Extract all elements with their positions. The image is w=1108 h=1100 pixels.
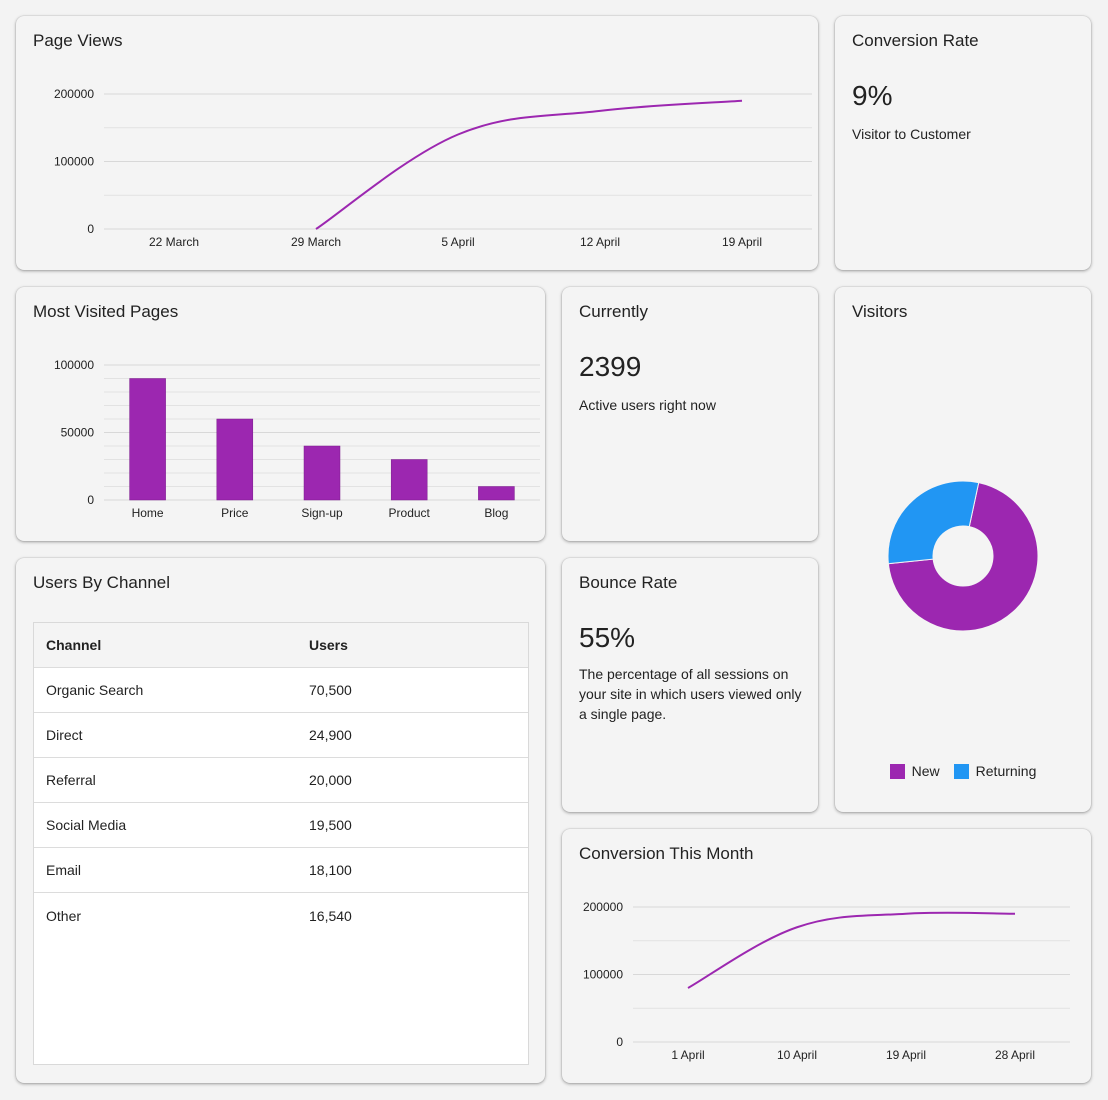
y-tick-label: 100000 [54,358,94,372]
y-tick-label: 100000 [54,155,94,169]
series-line [315,99,743,230]
active-users-value: 2399 [579,351,642,382]
y-tick-label: 0 [87,493,94,507]
bar [478,486,515,501]
x-tick-label: Price [221,506,249,520]
bar [390,459,428,501]
most-visited-card: Most Visited Pages 0 50000 100000 Home Price… [16,287,545,541]
currently-card: Currently 2399 Active users right now [562,287,818,541]
channel-cell: Social Media [46,817,127,833]
bounce-rate-value: 55% [579,622,636,653]
legend-label-new: New [911,763,940,779]
x-tick-label: 10 April [777,1048,817,1062]
users-cell: 20,000 [309,772,352,788]
table-row: Other 16,540 [34,893,528,938]
channel-cell: Organic Search [46,682,144,698]
x-tick-label: Blog [484,506,508,520]
bounce-rate-title: Bounce Rate [579,573,678,592]
legend-label-returning: Returning [975,763,1037,779]
users-by-channel-title: Users By Channel [33,573,171,592]
channel-cell: Other [46,907,82,924]
x-tick-label: 19 April [722,235,762,249]
page-views-title: Page Views [33,31,123,50]
legend-swatch-returning [953,763,969,779]
column-header-channel: Channel [46,637,102,653]
x-tick-label: Sign-up [301,506,343,520]
x-tick-label: 29 March [291,235,341,249]
conversion-month-chart: 0 100000 200000 1 April 10 April 19 April 28 A… [583,900,1070,1062]
table-header-row: Channel Users [34,623,528,668]
legend-item-new: New [889,763,940,779]
x-tick-label: 28 April [995,1048,1035,1062]
bounce-rate-card: Bounce Rate 55% The percentage of all se… [562,558,818,812]
bar [216,418,254,501]
most-visited-title: Most Visited Pages [33,302,179,321]
y-tick-label: 100000 [583,968,623,982]
table-row: Direct 24,900 [34,713,528,758]
channel-table: Channel Users Organic Search 70,500 Dire… [33,622,529,1065]
conversion-rate-card: Conversion Rate 9% Visitor to Customer [835,16,1091,270]
y-tick-label: 200000 [583,900,623,914]
users-cell: 16,540 [309,907,352,924]
users-cell: 24,900 [309,727,352,743]
visitors-card: Visitors New Returning [835,287,1091,812]
users-by-channel-card: Users By Channel Channel Users Organic S… [16,558,545,1083]
pie-slice-new [887,482,1039,632]
y-tick-label: 50000 [61,426,95,440]
users-cell: 18,100 [309,862,352,878]
pie-slice-returning [887,480,980,565]
conversion-month-card: Conversion This Month 0 100000 200000 1 Apr… [562,829,1091,1083]
table-row: Referral 20,000 [34,758,528,803]
users-cell: 19,500 [309,817,352,833]
conversion-month-title: Conversion This Month [579,844,754,863]
legend-swatch-new [889,763,905,779]
x-tick-label: Product [389,506,431,520]
column-header-users: Users [309,637,348,653]
page-views-card: Page Views 0 100000 200000 22 March 29 March… [16,16,818,270]
visitors-title: Visitors [852,302,908,321]
bar [303,445,341,501]
visitors-donut-chart [887,480,1039,632]
users-cell: 70,500 [309,682,352,698]
channel-cell: Direct [46,727,83,743]
conversion-rate-title: Conversion Rate [852,31,979,50]
y-tick-label: 0 [87,222,94,236]
visitors-legend: New Returning [835,763,1091,779]
legend-item-returning: Returning [953,763,1037,779]
bar [129,378,166,501]
x-tick-label: 22 March [149,235,199,249]
channel-cell: Email [46,862,82,878]
active-users-caption: Active users right now [579,397,716,413]
channel-cell: Referral [46,772,96,788]
x-tick-label: Home [132,506,164,520]
page-views-chart: 0 100000 200000 22 March 29 March 5 April 12 A… [54,87,812,249]
table-row: Organic Search 70,500 [34,668,528,713]
x-tick-label: 5 April [441,235,474,249]
y-tick-label: 0 [616,1035,623,1049]
table-row: Email 18,100 [34,848,528,893]
x-tick-label: 1 April [671,1048,704,1062]
conversion-rate-value: 9% [852,80,893,111]
x-tick-label: 19 April [886,1048,926,1062]
bounce-rate-caption: The percentage of all sessions on your s… [579,666,802,722]
conversion-rate-caption: Visitor to Customer [852,126,971,142]
y-tick-label: 200000 [54,87,94,101]
table-row: Social Media 19,500 [34,803,528,848]
currently-title: Currently [579,302,648,321]
x-tick-label: 12 April [580,235,620,249]
most-visited-chart: 0 50000 100000 Home Price Sign-up Product Blog [54,358,540,520]
series-line [687,911,1016,989]
